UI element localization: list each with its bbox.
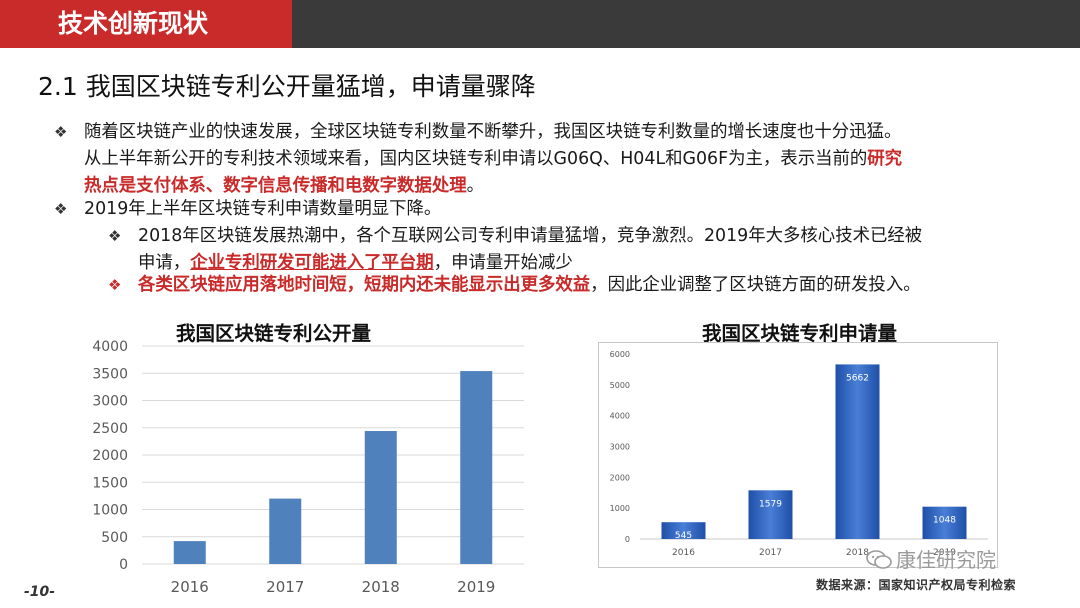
y-tick-label: 1500 (92, 475, 128, 491)
chart-1-title: 我国区块链专利公开量 (176, 322, 372, 345)
y-tick-label: 3000 (610, 443, 630, 452)
y-tick-label: 2000 (610, 473, 630, 482)
header-accent-bar (0, 0, 292, 48)
section-title: 技术创新现状 (58, 9, 209, 38)
data-source: 数据来源：国家知识产权局专利检索 (816, 578, 1017, 592)
y-tick-label: 0 (625, 535, 630, 544)
bar-value-label: 545 (675, 531, 692, 541)
x-tick-label: 2018 (362, 578, 400, 596)
y-tick-label: 4000 (92, 339, 128, 355)
y-tick-label: 5000 (610, 381, 630, 390)
y-tick-label: 2000 (92, 448, 128, 464)
point-1-line-3: 热点是支付体系、数字信息传播和电数字数据处理。 (84, 176, 485, 196)
point-2b: 各类区块链应用落地时间短，短期内还未能显示出更多效益，因此企业调整了区块链方面的… (138, 275, 921, 295)
chart-2-title: 我国区块链专利申请量 (702, 322, 898, 345)
y-tick-label: 3000 (92, 394, 128, 410)
point-1-line-2: 从上半年新公开的专利技术领域来看，国内区块链专利申请以G06Q、H04L和G06… (84, 149, 903, 169)
page-title: 2.1 我国区块链专利公开量猛增，申请量骤降 (38, 72, 536, 101)
bar (460, 371, 493, 564)
bar (269, 498, 302, 564)
bar (173, 541, 206, 564)
x-tick-label: 2019 (933, 548, 956, 558)
y-tick-label: 6000 (610, 350, 630, 359)
x-tick-label: 2018 (846, 548, 869, 558)
bar-value-label: 1048 (933, 516, 956, 526)
diamond-bullet-icon: ❖ (54, 200, 68, 218)
diamond-bullet-icon: ❖ (54, 123, 68, 141)
x-tick-label: 2017 (266, 578, 304, 596)
y-tick-label: 500 (101, 530, 128, 546)
y-tick-label: 2500 (92, 421, 128, 437)
point-2a-line-2: 申请，企业专利研发可能进入了平台期，申请量开始减少 (138, 253, 573, 273)
header-dark-bar (292, 0, 1080, 48)
y-tick-label: 3500 (92, 366, 128, 382)
bar-value-label: 1579 (759, 499, 782, 509)
bar (364, 431, 397, 564)
y-tick-label: 4000 (610, 412, 630, 421)
watermark-text: 康佳研究院 (896, 548, 996, 572)
x-tick-label: 2019 (457, 578, 495, 596)
y-tick-label: 0 (119, 557, 128, 573)
point-1-line-1: 随着区块链产业的快速发展，全球区块链专利数量不断攀升，我国区块链专利数量的增长速… (84, 122, 902, 142)
point-1: 随着区块链产业的快速发展，全球区块链专利数量不断攀升，我国区块链专利数量的增长速… (84, 119, 902, 200)
bar-value-label: 5662 (846, 373, 869, 383)
chart-patent-applications: 0 1000 2000 3000 4000 5000 6000 545 2016 1579 2017… (598, 342, 998, 568)
bar (748, 490, 793, 539)
chart-published-patents: 0 500 1000 1500 2000 2500 3000 3500 4000 2016 2017… (92, 339, 524, 596)
x-tick-label: 2016 (672, 548, 695, 558)
point-2a: 2018年区块链发展热潮中，各个互联网公司专利申请量猛增，竞争激烈。2019年大… (138, 223, 922, 277)
point-2a-line-1: 2018年区块链发展热潮中，各个互联网公司专利申请量猛增，竞争激烈。2019年大… (138, 226, 923, 246)
bar (835, 364, 880, 539)
bar (661, 522, 706, 539)
x-tick-label: 2017 (759, 548, 782, 558)
y-tick-label: 1000 (92, 503, 128, 519)
y-tick-label: 1000 (610, 504, 630, 513)
x-tick-label: 2016 (171, 578, 209, 596)
diamond-bullet-icon: ❖ (108, 276, 122, 294)
bar (922, 506, 967, 539)
point-2: 2019年上半年区块链专利申请数量明显下降。 (84, 199, 442, 219)
page-number: -10- (24, 584, 56, 600)
diamond-bullet-icon: ❖ (108, 227, 122, 245)
watermark: 康佳研究院 (866, 544, 996, 573)
wechat-icon (866, 550, 892, 569)
